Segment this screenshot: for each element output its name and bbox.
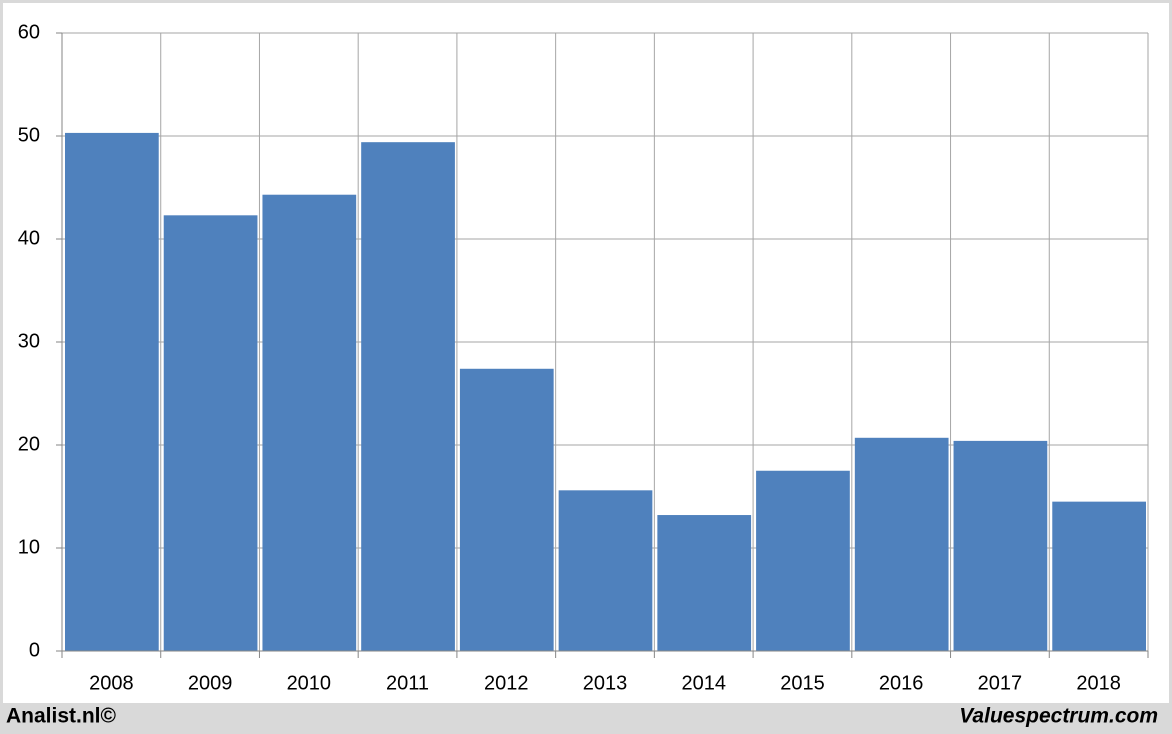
x-tick-label: 2010 bbox=[287, 672, 332, 694]
y-tick-label: 40 bbox=[18, 227, 40, 249]
bar bbox=[361, 142, 455, 651]
bar bbox=[1052, 501, 1146, 651]
x-tick-label: 2018 bbox=[1076, 672, 1121, 694]
bar bbox=[262, 194, 357, 651]
y-tick-label: 20 bbox=[18, 433, 40, 455]
bar bbox=[854, 437, 949, 651]
y-tick-label: 30 bbox=[18, 330, 40, 352]
x-tick-label: 2015 bbox=[780, 672, 825, 694]
x-tick-label: 2008 bbox=[89, 672, 134, 694]
y-tick-label: 60 bbox=[18, 21, 40, 43]
x-tick-label: 2013 bbox=[583, 672, 628, 694]
bar bbox=[558, 490, 653, 651]
bar bbox=[953, 440, 1048, 651]
x-tick-label: 2016 bbox=[879, 672, 924, 694]
bar bbox=[65, 132, 159, 651]
bar bbox=[459, 368, 554, 651]
x-tick-label: 2011 bbox=[386, 672, 429, 694]
y-tick-label: 10 bbox=[18, 536, 40, 558]
bar bbox=[657, 515, 752, 651]
y-tick-label: 0 bbox=[29, 639, 40, 661]
x-tick-label: 2014 bbox=[681, 672, 726, 694]
source: Analist.nl© bbox=[6, 705, 117, 728]
credit: Valuespectrum.com bbox=[959, 705, 1158, 728]
x-tick-label: 2017 bbox=[978, 672, 1023, 694]
y-tick-label: 50 bbox=[18, 124, 40, 146]
bar bbox=[756, 470, 850, 651]
x-tick-label: 2012 bbox=[484, 672, 529, 694]
x-tick-label: 2009 bbox=[188, 672, 233, 694]
bar bbox=[163, 215, 258, 651]
